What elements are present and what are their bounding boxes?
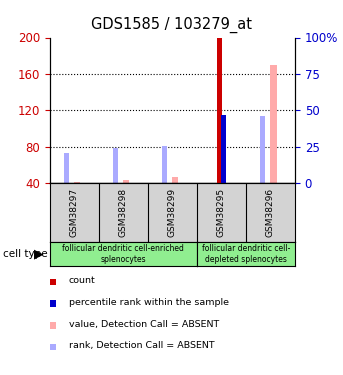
Bar xyxy=(270,65,276,183)
Text: GSM38295: GSM38295 xyxy=(217,188,226,237)
Text: value, Detection Call = ABSENT: value, Detection Call = ABSENT xyxy=(69,320,219,328)
Bar xyxy=(162,146,167,183)
Bar xyxy=(172,177,178,183)
Text: follicular dendritic cell-enriched
splenocytes: follicular dendritic cell-enriched splen… xyxy=(62,244,184,264)
Text: percentile rank within the sample: percentile rank within the sample xyxy=(69,298,228,307)
Bar xyxy=(113,148,118,183)
Bar xyxy=(221,115,226,183)
Bar xyxy=(74,182,80,183)
Text: GSM38298: GSM38298 xyxy=(119,188,128,237)
Text: GSM38296: GSM38296 xyxy=(266,188,275,237)
Text: GSM38299: GSM38299 xyxy=(168,188,177,237)
Text: cell type: cell type xyxy=(3,249,48,259)
Text: count: count xyxy=(69,276,95,285)
Text: follicular dendritic cell-
depleted splenocytes: follicular dendritic cell- depleted sple… xyxy=(202,244,290,264)
Bar xyxy=(64,153,69,183)
Text: GSM38297: GSM38297 xyxy=(70,188,79,237)
Text: GDS1585 / 103279_at: GDS1585 / 103279_at xyxy=(91,17,252,33)
Bar xyxy=(123,180,129,183)
Text: rank, Detection Call = ABSENT: rank, Detection Call = ABSENT xyxy=(69,341,214,350)
Text: ▶: ▶ xyxy=(34,248,44,261)
Bar xyxy=(260,116,265,183)
Bar xyxy=(216,38,222,183)
